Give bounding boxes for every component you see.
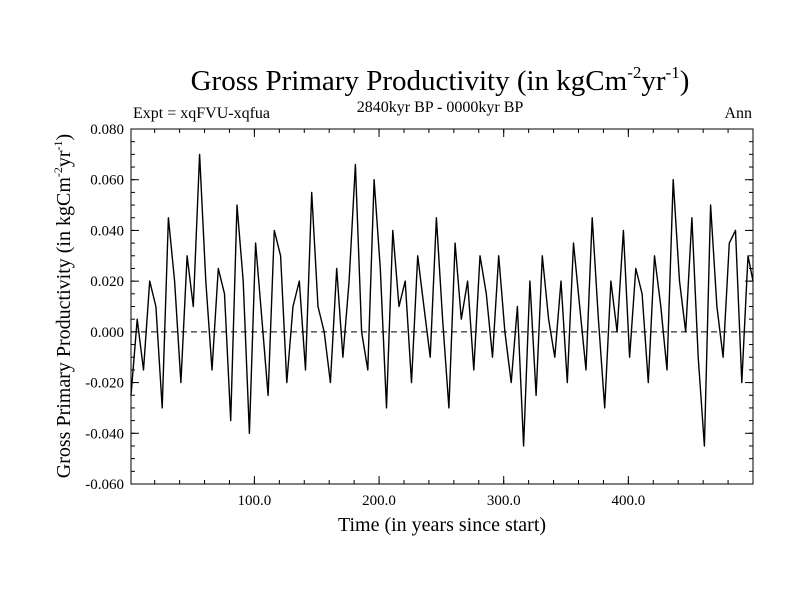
y-tick-label: 0.080 (90, 122, 124, 138)
y-tick-label: -0.040 (85, 426, 124, 442)
x-tick-label: 200.0 (362, 493, 396, 509)
x-axis-ticks: 100.0 200.0 300.0 400.0 (154, 129, 729, 509)
series-line (130, 153, 754, 447)
y-axis-label: Gross Primary Productivity (in kgCm-2yr-… (51, 134, 75, 478)
y-tick-label: -0.060 (85, 477, 124, 493)
x-tick-label: 400.0 (611, 493, 645, 509)
y-tick-label: 0.000 (90, 325, 124, 341)
y-tick-label: 0.060 (90, 173, 124, 189)
chart-title: Gross Primary Productivity (in kgCm-2yr-… (191, 63, 690, 97)
y-tick-label: -0.020 (85, 376, 124, 392)
x-tick-label: 300.0 (487, 493, 521, 509)
x-tick-label: 100.0 (238, 493, 272, 509)
series-group (130, 153, 754, 447)
y-axis-ticks: -0.060 -0.040 -0.020 0.000 0.020 0.040 0.060 0.… (85, 122, 753, 493)
subtitle-right: Ann (724, 105, 752, 122)
y-tick-label: 0.040 (90, 223, 124, 239)
subtitle-center: 2840kyr BP - 0000kyr BP (357, 99, 524, 116)
subtitle-left: Expt = xqFVU-xqfua (133, 105, 270, 122)
x-axis-label: Time (in years since start) (338, 514, 546, 536)
y-tick-label: 0.020 (90, 274, 124, 290)
